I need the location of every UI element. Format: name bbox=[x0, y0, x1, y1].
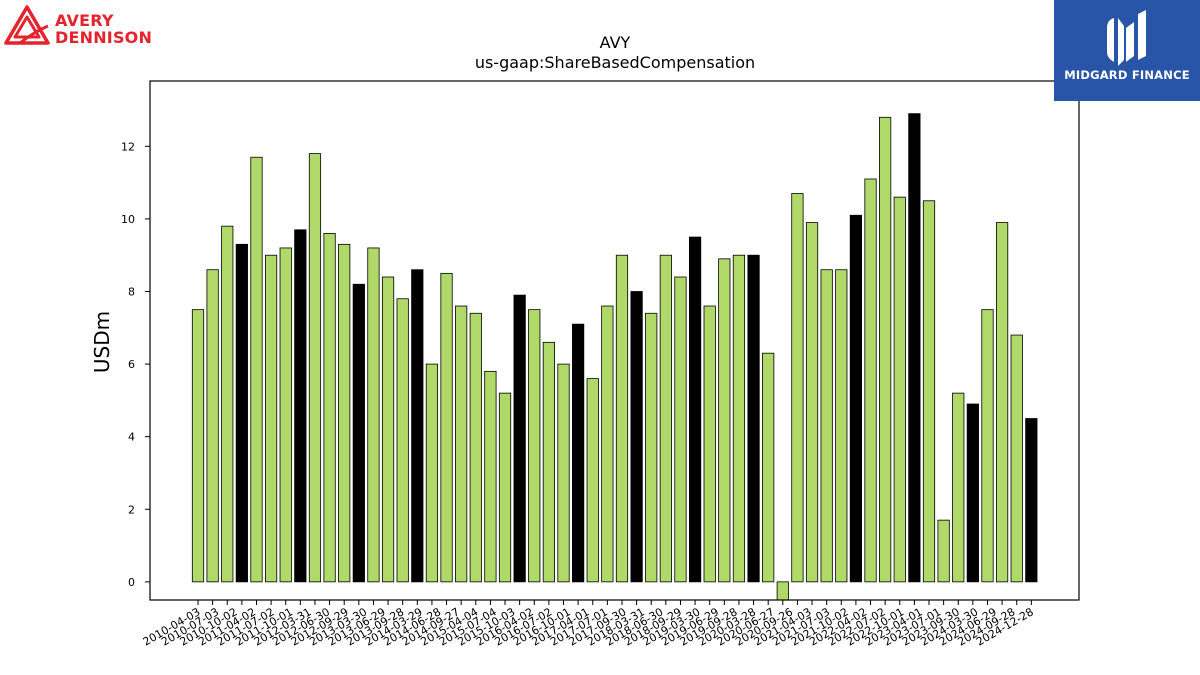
midgard-m-logo-icon bbox=[1107, 10, 1146, 66]
bar bbox=[250, 156, 263, 583]
bar bbox=[440, 272, 453, 583]
bar bbox=[396, 298, 409, 583]
bar bbox=[762, 352, 775, 583]
bar bbox=[922, 200, 936, 583]
bar bbox=[1010, 334, 1023, 583]
bars-group bbox=[191, 113, 1038, 601]
bar bbox=[469, 312, 482, 583]
bar bbox=[455, 305, 468, 583]
y-axis-label: USDm bbox=[90, 311, 114, 373]
midgard-logo-name: MIDGARD FINANCE bbox=[1064, 68, 1190, 82]
bar bbox=[864, 178, 877, 583]
avery-logo-line2: DENNISON bbox=[55, 28, 153, 47]
bar bbox=[352, 283, 365, 583]
bar bbox=[338, 243, 351, 583]
bar bbox=[264, 254, 278, 583]
bar bbox=[630, 291, 643, 583]
y-tick-label: 0 bbox=[128, 576, 135, 589]
bar bbox=[996, 222, 1009, 583]
y-tick-label: 8 bbox=[128, 286, 135, 299]
bar bbox=[747, 254, 760, 583]
bar bbox=[381, 276, 395, 583]
bar bbox=[425, 363, 439, 583]
avery-logo-line1: AVERY bbox=[55, 11, 114, 30]
y-tick-label: 12 bbox=[121, 140, 135, 153]
y-axis: 0 2 4 6 8 10 12 bbox=[121, 140, 150, 589]
bar bbox=[367, 247, 380, 583]
bar bbox=[206, 269, 219, 583]
bar bbox=[308, 153, 322, 583]
bar bbox=[791, 193, 804, 583]
bar bbox=[615, 254, 629, 583]
chart-title: AVY bbox=[600, 33, 631, 52]
bar bbox=[893, 196, 906, 583]
bar bbox=[981, 309, 994, 583]
chart-subtitle: us-gaap:ShareBasedCompensation bbox=[475, 53, 755, 72]
bar bbox=[498, 392, 512, 583]
y-tick-label: 2 bbox=[128, 503, 135, 516]
bar bbox=[776, 581, 789, 601]
bar bbox=[1025, 418, 1038, 583]
y-tick-label: 10 bbox=[121, 213, 135, 226]
bar bbox=[805, 222, 819, 583]
bar bbox=[323, 233, 336, 583]
bar bbox=[411, 269, 424, 583]
bar bbox=[659, 254, 672, 583]
bar bbox=[732, 254, 746, 583]
bar bbox=[908, 113, 921, 583]
bar bbox=[835, 269, 848, 583]
bar bbox=[937, 519, 950, 583]
bar bbox=[674, 276, 687, 583]
bar bbox=[718, 258, 731, 583]
bar bbox=[528, 309, 541, 583]
bar bbox=[235, 243, 248, 583]
bar bbox=[542, 341, 555, 583]
bar bbox=[966, 403, 979, 583]
bar bbox=[601, 305, 614, 583]
bar bbox=[279, 247, 292, 583]
avery-dennison-logo: AVERY DENNISON bbox=[4, 4, 164, 48]
bar bbox=[820, 269, 833, 583]
midgard-finance-logo: MIDGARD FINANCE bbox=[1054, 0, 1200, 101]
y-tick-label: 6 bbox=[128, 358, 135, 371]
y-tick-label: 4 bbox=[128, 431, 135, 444]
bar bbox=[294, 229, 307, 583]
x-axis: 2010-04-032010-07-032010-10-022011-04-02… bbox=[141, 600, 1036, 649]
bar bbox=[645, 312, 658, 583]
plot-frame bbox=[149, 80, 1080, 601]
bar bbox=[191, 309, 205, 583]
bar bbox=[484, 370, 497, 583]
bar bbox=[703, 305, 716, 583]
bar bbox=[952, 392, 965, 583]
bar bbox=[586, 378, 599, 583]
bar bbox=[513, 294, 526, 583]
bar bbox=[572, 323, 585, 583]
bar bbox=[849, 214, 863, 583]
bar bbox=[221, 225, 234, 583]
bar bbox=[879, 116, 892, 583]
bar bbox=[688, 236, 702, 583]
bar bbox=[557, 363, 570, 583]
avery-triangle-logo-icon bbox=[4, 5, 50, 45]
